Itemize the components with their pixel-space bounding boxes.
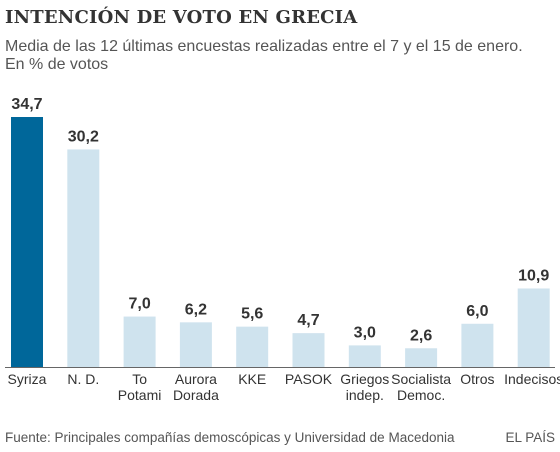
- bar: [11, 117, 43, 367]
- bar: [405, 348, 438, 367]
- category-label: N. D.: [67, 371, 99, 387]
- value-label: 3,0: [354, 324, 376, 341]
- subtitle-line-2: En % de votos: [5, 56, 109, 73]
- value-label: 7,0: [128, 296, 150, 313]
- category-label: Syriza: [8, 371, 47, 387]
- category-label: KKE: [238, 371, 266, 387]
- value-label: 5,6: [241, 306, 263, 323]
- bar: [517, 288, 550, 367]
- value-label: 10,9: [518, 267, 549, 284]
- category-label: Democ.: [397, 387, 445, 403]
- bar: [461, 323, 494, 367]
- chart-subtitle: Media de las 12 últimas encuestas realiz…: [5, 38, 557, 74]
- category-label: Dorada: [173, 387, 219, 403]
- value-label: 6,0: [466, 303, 488, 320]
- subtitle-line-1: Media de las 12 últimas encuestas realiz…: [5, 38, 523, 55]
- source-note: Fuente: Principales compañías demoscópic…: [5, 430, 455, 445]
- bar: [236, 326, 269, 367]
- bar: [67, 149, 100, 367]
- category-label: Indecisos: [504, 371, 560, 387]
- bar: [179, 322, 212, 367]
- brand-label: EL PAÍS: [505, 430, 555, 445]
- chart-title: INTENCIÓN DE VOTO EN GRECIA: [5, 7, 358, 28]
- value-label: 30,2: [68, 128, 99, 145]
- bar: [348, 345, 381, 367]
- value-label: 2,6: [410, 327, 432, 344]
- category-label: To: [132, 371, 147, 387]
- category-label: Otros: [460, 371, 494, 387]
- category-label: Griegos: [340, 371, 389, 387]
- bar: [123, 316, 156, 367]
- category-label: PASOK: [285, 371, 333, 387]
- value-label: 34,7: [11, 96, 42, 113]
- bar: [292, 333, 325, 367]
- value-label: 6,2: [185, 301, 207, 318]
- value-label: 4,7: [297, 312, 319, 329]
- category-label: Aurora: [175, 371, 217, 387]
- category-label: Potami: [118, 387, 162, 403]
- category-label: indep.: [346, 387, 384, 403]
- category-label: Socialista: [391, 371, 451, 387]
